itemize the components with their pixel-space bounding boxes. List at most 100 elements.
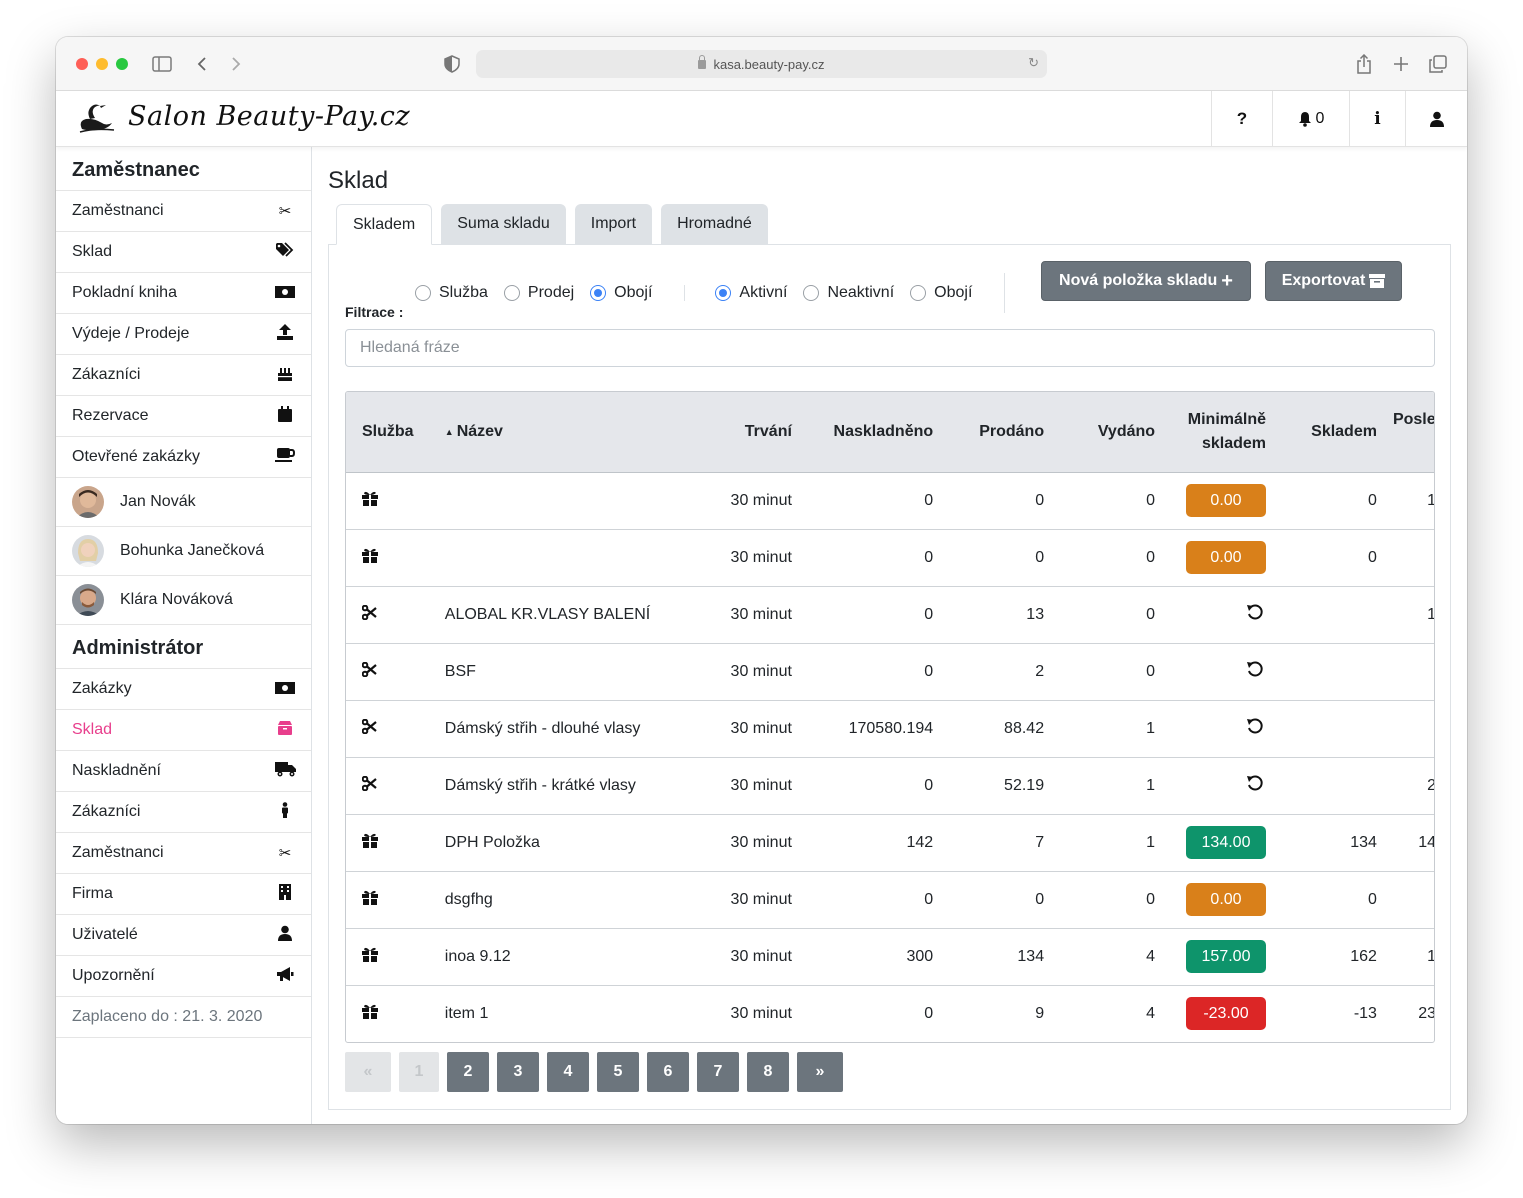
zoom-window-button[interactable] xyxy=(116,58,128,70)
column-header-min-stock[interactable]: Minimálně skladem xyxy=(1163,392,1274,473)
column-header-duration[interactable]: Trvání xyxy=(709,392,800,473)
column-header-last[interactable]: Posled xyxy=(1384,392,1434,473)
sidebar-item-issues-sales[interactable]: Výdeje / Prodeje xyxy=(56,314,311,355)
reset-icon[interactable] xyxy=(1246,717,1264,740)
tab-overview-icon[interactable] xyxy=(1429,52,1447,76)
page-title: Sklad xyxy=(328,167,389,194)
column-header-stocked[interactable]: Naskladněno xyxy=(799,392,942,473)
radio-status-inactive[interactable]: Neaktivní xyxy=(803,284,894,302)
issued-cell: 0 xyxy=(1052,529,1164,587)
first-page-button[interactable]: « xyxy=(345,1052,391,1092)
column-header-service[interactable]: Služba xyxy=(346,392,437,473)
column-header-name[interactable]: ▲ Název xyxy=(436,392,710,473)
page-button[interactable]: 2 xyxy=(447,1052,489,1092)
sidebar-item-reservations[interactable]: Rezervace xyxy=(56,396,311,437)
sidebar-item-stocking[interactable]: Naskladnění xyxy=(56,751,311,792)
new-stock-item-button[interactable]: Nová položka skladu + xyxy=(1041,261,1251,301)
page-button-current[interactable]: 1 xyxy=(399,1052,439,1092)
sidebar-item-users[interactable]: Uživatelé xyxy=(56,915,311,956)
min-stock-badge[interactable]: -23.00 xyxy=(1186,997,1266,1031)
share-icon[interactable] xyxy=(1356,52,1372,76)
sidebar-item-label: Výdeje / Prodeje xyxy=(72,325,190,342)
export-button[interactable]: Exportovat xyxy=(1265,261,1402,301)
table-row[interactable]: item 1 30 minut 0 9 4 -23.00 -13 23 xyxy=(346,985,1434,1042)
sidebar-item-stock[interactable]: Sklad xyxy=(56,232,311,273)
reset-icon[interactable] xyxy=(1246,603,1264,626)
table-row[interactable]: 30 minut 0 0 0 0.00 0 xyxy=(346,529,1434,587)
page-button[interactable]: 7 xyxy=(697,1052,739,1092)
radio-circle[interactable] xyxy=(590,285,607,301)
reset-icon[interactable] xyxy=(1246,774,1264,797)
column-header-sold[interactable]: Prodáno xyxy=(941,392,1053,473)
radio-circle[interactable] xyxy=(503,285,520,301)
radio-circle[interactable] xyxy=(415,285,431,301)
radio-circle[interactable] xyxy=(715,285,732,301)
sidebar-item-notifications[interactable]: Upozornění xyxy=(56,956,311,997)
tab-bulk[interactable]: Hromadné xyxy=(661,204,768,244)
user-menu-button[interactable] xyxy=(1405,91,1467,147)
building-icon xyxy=(275,884,295,904)
sidebar-item-customers[interactable]: Zákazníci xyxy=(56,355,311,396)
page-button[interactable]: 8 xyxy=(747,1052,789,1092)
sidebar-item-employees[interactable]: Zaměstnanci ✂ xyxy=(56,191,311,232)
radio-status-active[interactable]: Aktivní xyxy=(715,284,787,302)
logo[interactable]: Salon Beauty-Pay.cz xyxy=(76,99,410,133)
tab-import[interactable]: Import xyxy=(574,204,653,244)
new-tab-icon[interactable] xyxy=(1393,52,1409,76)
next-page-button[interactable]: » xyxy=(797,1052,843,1092)
min-stock-cell: 134.00 xyxy=(1163,814,1274,872)
search-input[interactable] xyxy=(345,329,1435,367)
page-button[interactable]: 4 xyxy=(547,1052,589,1092)
column-header-in-stock[interactable]: Skladem xyxy=(1274,392,1385,473)
radio-type-both[interactable]: Obojí xyxy=(590,284,652,302)
radio-type-service[interactable]: Služba xyxy=(415,284,488,302)
sidebar-person-jan-novak[interactable]: Jan Novák xyxy=(56,478,311,527)
sidebar-item-orders[interactable]: Zakázky xyxy=(56,669,311,710)
sidebar-item-open-orders[interactable]: Otevřené zakázky xyxy=(56,437,311,478)
stock-table-wrapper[interactable]: Služba ▲ Název Trvání Naskladněno Prodáno… xyxy=(345,391,1435,1043)
sidebar-item-company[interactable]: Firma xyxy=(56,874,311,915)
minimize-window-button[interactable] xyxy=(96,58,108,70)
info-button[interactable]: i xyxy=(1349,91,1405,147)
reload-icon[interactable]: ↻ xyxy=(1028,55,1039,70)
radio-circle[interactable] xyxy=(910,285,927,301)
back-icon[interactable] xyxy=(196,52,208,76)
sidebar-toggle-icon[interactable] xyxy=(152,52,172,76)
forward-icon[interactable] xyxy=(230,52,242,76)
radio-status-both[interactable]: Obojí xyxy=(910,284,972,302)
min-stock-badge[interactable]: 0.00 xyxy=(1186,484,1266,517)
page-button[interactable]: 3 xyxy=(497,1052,539,1092)
table-row[interactable]: BSF 30 minut 0 2 0 xyxy=(346,643,1434,701)
page-button[interactable]: 6 xyxy=(647,1052,689,1092)
min-stock-badge[interactable]: 0.00 xyxy=(1186,541,1266,574)
table-row[interactable]: dsgfhg 30 minut 0 0 0 0.00 0 xyxy=(346,871,1434,929)
help-button[interactable]: ? xyxy=(1211,91,1272,147)
table-row[interactable]: Dámský střih - krátké vlasy 30 minut 0 52.1… xyxy=(346,757,1434,815)
address-bar[interactable]: kasa.beauty-pay.cz ↻ xyxy=(476,50,1047,78)
min-stock-badge[interactable]: 157.00 xyxy=(1186,940,1266,973)
sidebar-item-admin-stock[interactable]: Sklad xyxy=(56,710,311,751)
sidebar-item-admin-employees[interactable]: Zaměstnanci ✂ xyxy=(56,833,311,874)
radio-type-sale[interactable]: Prodej xyxy=(503,284,574,302)
shield-icon[interactable] xyxy=(444,52,460,76)
sidebar-item-cash-book[interactable]: Pokladní kniha xyxy=(56,273,311,314)
table-row[interactable]: Dámský střih - dlouhé vlasy 30 minut 17058… xyxy=(346,700,1434,758)
min-stock-badge[interactable]: 0.00 xyxy=(1186,883,1266,916)
page-button[interactable]: 5 xyxy=(597,1052,639,1092)
close-window-button[interactable] xyxy=(76,58,88,70)
tab-stock-sum[interactable]: Suma skladu xyxy=(441,204,566,244)
scissors-icon: ✂ xyxy=(278,845,292,862)
radio-circle[interactable] xyxy=(803,285,820,301)
min-stock-badge[interactable]: 134.00 xyxy=(1186,826,1266,859)
sidebar-person-bohunka-janeckova[interactable]: Bohunka Janečková xyxy=(56,527,311,576)
tab-in-stock[interactable]: Skladem xyxy=(336,204,433,245)
column-header-issued[interactable]: Vydáno xyxy=(1052,392,1164,473)
sidebar-item-admin-customers[interactable]: Zákazníci xyxy=(56,792,311,833)
reset-icon[interactable] xyxy=(1246,660,1264,683)
notifications-button[interactable]: 0 xyxy=(1272,91,1349,147)
sidebar-person-klara-novakova[interactable]: Klára Nováková xyxy=(56,576,311,625)
table-row[interactable]: DPH Položka 30 minut 142 7 1 134.00 134 14 xyxy=(346,814,1434,872)
